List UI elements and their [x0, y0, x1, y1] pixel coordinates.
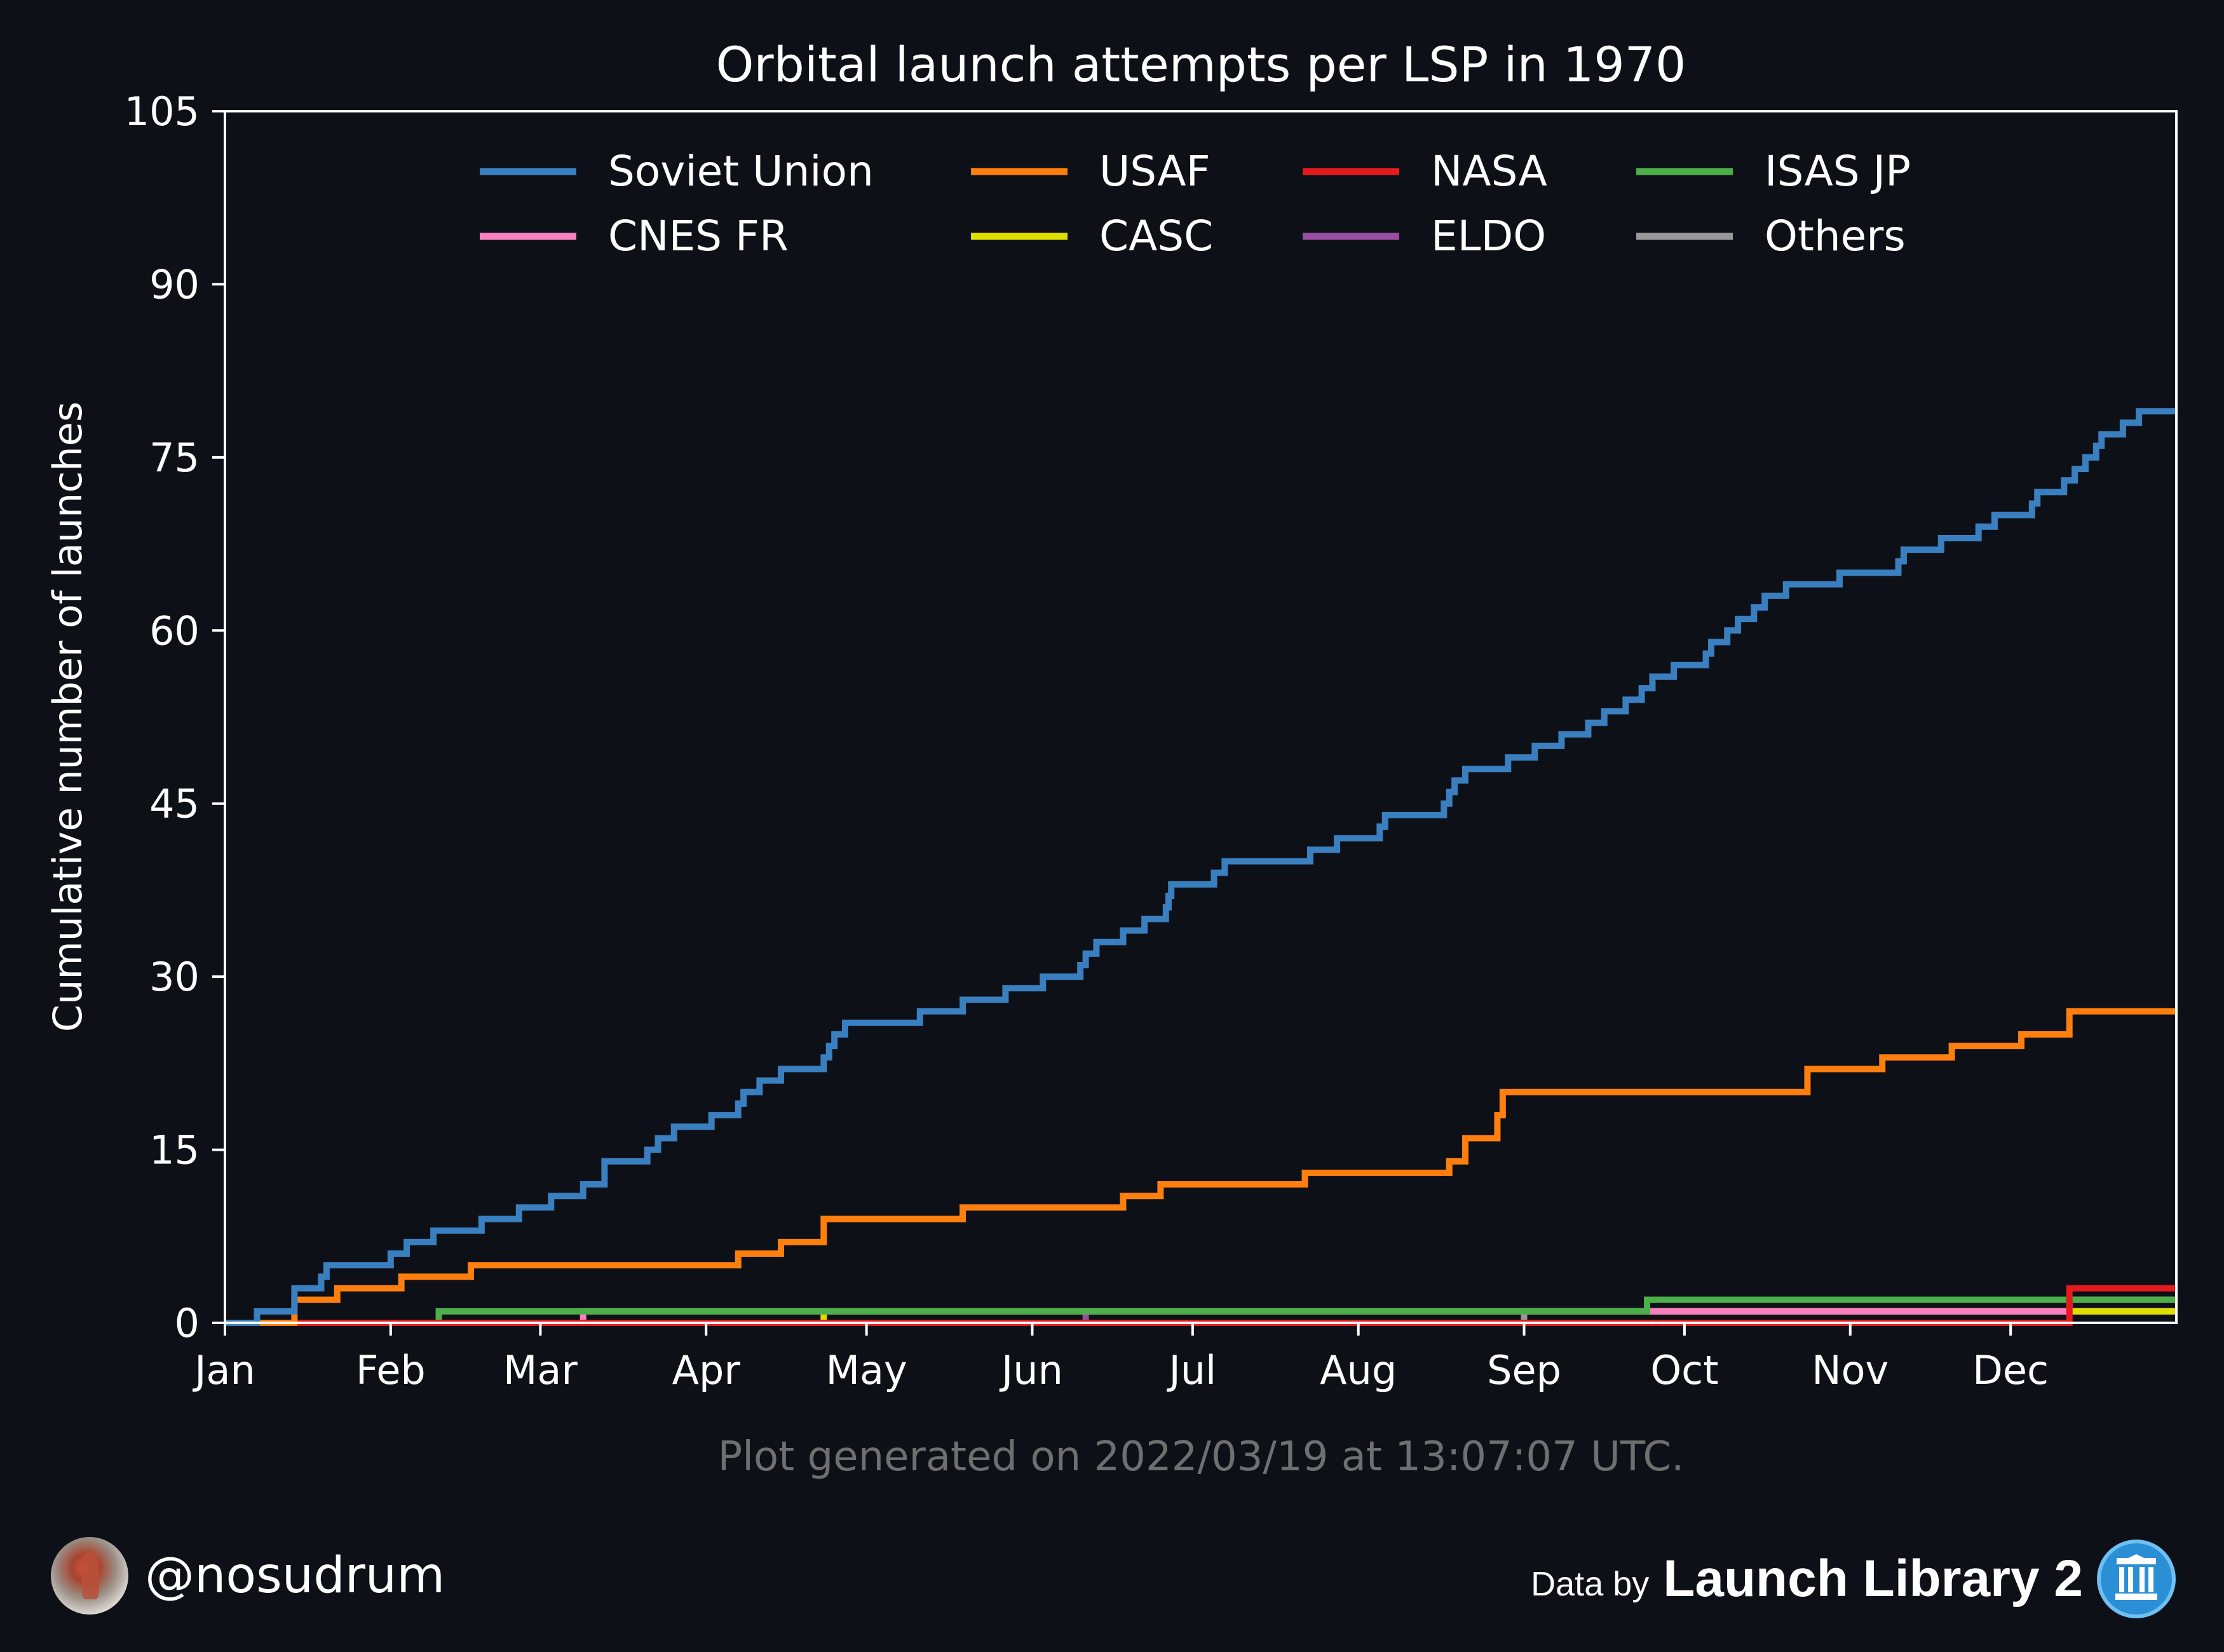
y-tick-label: 15	[149, 1127, 200, 1174]
series-line-nasa	[225, 1285, 2176, 1326]
x-tick-label: Feb	[356, 1347, 426, 1393]
x-tick-label: Aug	[1320, 1347, 1397, 1393]
avatar	[51, 1537, 128, 1615]
x-tick-label: Nov	[1812, 1347, 1888, 1393]
launch-library-name[interactable]: Launch Library 2	[1663, 1550, 2083, 1608]
legend-label: CASC	[1099, 212, 1213, 261]
x-tick-label: Jul	[1166, 1347, 1216, 1393]
legend-label: USAF	[1099, 147, 1210, 196]
series-line-soviet-union	[225, 408, 2176, 1326]
y-tick-label: 0	[175, 1300, 200, 1346]
x-tick-label: Jun	[999, 1347, 1063, 1393]
legend-label: ELDO	[1431, 212, 1546, 261]
legend-label: ISAS JP	[1765, 147, 1911, 196]
launch-library-icon	[2097, 1540, 2176, 1618]
x-tick-label: Mar	[503, 1347, 578, 1393]
y-tick-label: 90	[149, 261, 200, 308]
chart-title: Orbital launch attempts per LSP in 1970	[716, 36, 1686, 93]
series-line-usaf	[225, 1008, 2176, 1326]
legend-label: NASA	[1431, 147, 1547, 196]
x-tick-label: Jan	[192, 1347, 255, 1393]
legend-label: Others	[1765, 212, 1906, 261]
y-axis-label: Cumulative number of launches	[44, 402, 91, 1032]
legend: Soviet Union USAF NASA ISAS JP CNES FR CASC EL…	[480, 147, 1911, 261]
author-block: @nosudrum	[51, 1537, 445, 1615]
y-tick-label: 60	[149, 607, 200, 654]
author-handle[interactable]: @nosudrum	[145, 1547, 445, 1604]
x-tick-label: Apr	[672, 1347, 741, 1393]
source-credit: Data by Launch Library 2	[1531, 1538, 2176, 1620]
y-tick-label: 75	[149, 435, 200, 481]
legend-label: Soviet Union	[608, 147, 874, 196]
plot-generated-note: Plot generated on 2022/03/19 at 13:07:07…	[718, 1433, 1685, 1480]
legend-label: CNES FR	[608, 212, 789, 261]
x-tick-label: Dec	[1972, 1347, 2049, 1393]
axes-layer: 0 15 30 45 60 75 90 105 Jan Feb Mar Apr May Jun Jul Aug…	[125, 88, 2178, 1393]
y-tick-label: 105	[125, 88, 200, 135]
y-tick-label: 45	[149, 781, 200, 827]
plot-frame	[224, 110, 2178, 1324]
x-tick-label: Oct	[1650, 1347, 1718, 1393]
series-layer	[225, 408, 2176, 1326]
x-tick-label: May	[826, 1347, 907, 1393]
data-by-label: Data by	[1531, 1565, 1650, 1603]
y-tick-label: 30	[149, 954, 200, 1000]
x-tick-label: Sep	[1487, 1347, 1561, 1393]
